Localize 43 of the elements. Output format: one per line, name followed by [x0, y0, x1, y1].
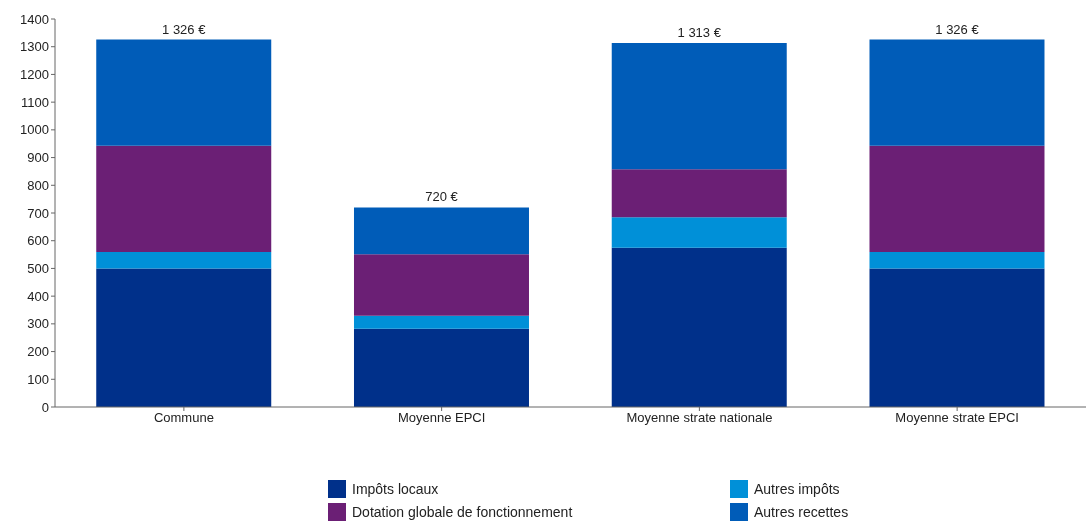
bar	[869, 39, 1045, 146]
bar	[353, 315, 529, 329]
total-label: 720 €	[425, 189, 459, 205]
y-tick-label: 0	[41, 399, 49, 415]
bar	[869, 145, 1045, 253]
x-tick-label: Moyenne strate nationale	[626, 410, 773, 426]
total-label: 1 326 €	[935, 21, 980, 37]
y-tick-label: 1400	[20, 11, 49, 27]
total-label: 1 326 €	[162, 21, 207, 37]
y-tick-label: 900	[27, 150, 49, 166]
y-tick-label: 1200	[20, 67, 49, 83]
legend-label: Dotation globale de fonctionnement	[352, 504, 573, 520]
y-tick-label: 800	[27, 177, 49, 193]
y-tick-label: 1000	[20, 122, 49, 138]
legend-label: Autres impôts	[754, 481, 840, 497]
y-tick-label: 1300	[20, 39, 49, 55]
x-tick-label: Moyenne EPCI	[397, 410, 486, 426]
bar	[611, 247, 787, 407]
bar	[869, 252, 1045, 269]
total-label: 1 313 €	[677, 25, 722, 41]
bar	[353, 328, 529, 407]
y-tick-label: 500	[27, 261, 49, 277]
y-tick-label: 600	[27, 233, 49, 249]
bar	[353, 207, 529, 255]
y-tick-label: 400	[27, 288, 49, 304]
bar	[869, 268, 1045, 407]
bar	[611, 169, 787, 218]
y-tick-label: 1100	[21, 94, 49, 110]
bar	[611, 217, 787, 248]
y-tick-label: 700	[27, 205, 49, 221]
legend-label: Autres recettes	[754, 504, 849, 520]
bar	[96, 39, 272, 146]
legend-label: Impôts locaux	[352, 481, 439, 497]
bar	[96, 268, 272, 407]
x-tick-label: Commune	[153, 410, 214, 426]
bar	[611, 43, 787, 170]
bar	[96, 252, 272, 269]
y-tick-label: 200	[27, 344, 49, 360]
bar	[96, 145, 272, 253]
y-tick-label: 100	[27, 371, 49, 387]
y-tick-label: 300	[27, 316, 49, 332]
bar	[353, 254, 529, 316]
x-tick-label: Moyenne strate EPCI	[895, 410, 1019, 426]
